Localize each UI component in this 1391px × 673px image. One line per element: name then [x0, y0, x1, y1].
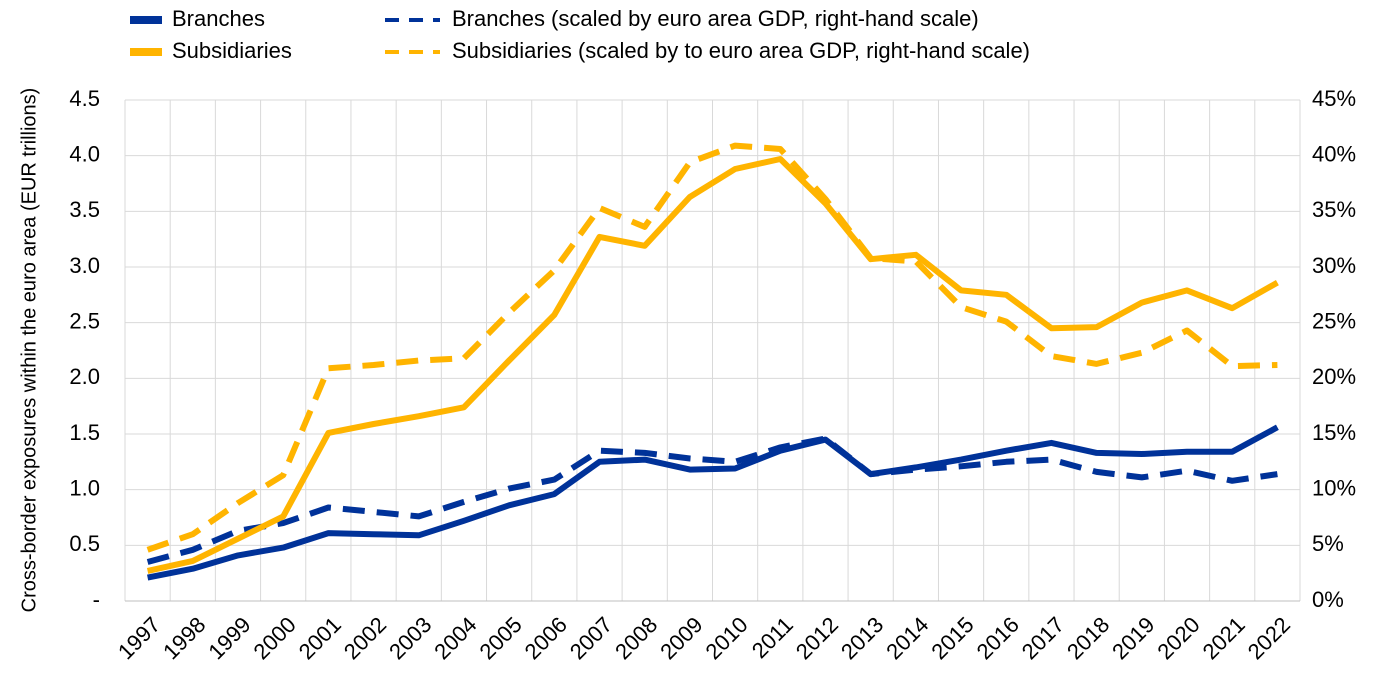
- y2-tick-label: 15%: [1312, 420, 1356, 445]
- x-tick-label: 2010: [700, 612, 752, 664]
- series-line: [146, 142, 1278, 553]
- x-tick-label: 2019: [1107, 612, 1159, 664]
- y2-tick-label: 40%: [1312, 141, 1356, 166]
- x-tick-label: 2009: [655, 612, 707, 664]
- y-tick-label: 2.0: [69, 364, 100, 389]
- x-tick-label: 2003: [384, 612, 436, 664]
- legend-label: Subsidiaries (scaled by to euro area GDP…: [452, 38, 1030, 63]
- legend-label: Branches (scaled by euro area GDP, right…: [452, 6, 979, 31]
- y2-tick-label: 25%: [1312, 308, 1356, 333]
- x-tick-label: 1998: [158, 612, 210, 664]
- y2-tick-label: 20%: [1312, 364, 1356, 389]
- y-tick-label: 0.5: [69, 531, 100, 556]
- y2-tick-label: 35%: [1312, 197, 1356, 222]
- x-tick-label: 2020: [1152, 612, 1204, 664]
- x-tick-label: 2012: [791, 612, 843, 664]
- x-tick-label: 2011: [747, 612, 798, 663]
- y-tick-label: 3.5: [69, 197, 100, 222]
- x-tick-label: 2005: [474, 612, 526, 664]
- x-tick-label: 2015: [926, 612, 978, 664]
- y-tick-label: -: [93, 587, 100, 612]
- y2-tick-label: 30%: [1312, 253, 1356, 278]
- y-tick-label: 2.5: [69, 308, 100, 333]
- series-line: [146, 435, 1278, 565]
- series-line: [146, 156, 1279, 574]
- x-tick-label: 2017: [1017, 612, 1069, 664]
- x-tick-label: 2007: [565, 612, 617, 664]
- y-tick-label: 1.0: [69, 475, 100, 500]
- x-tick-label: 2004: [429, 612, 481, 664]
- x-tick-label: 2000: [249, 612, 301, 664]
- x-tick-label: 1999: [203, 612, 255, 664]
- x-tick-label: 2001: [294, 612, 346, 664]
- y-tick-label: 4.5: [69, 86, 100, 111]
- x-tick-label: 2014: [881, 612, 933, 664]
- legend-label: Branches: [172, 6, 265, 31]
- x-tick-label: 2013: [836, 612, 888, 664]
- y2-tick-label: 45%: [1312, 86, 1356, 111]
- x-tick-label: 2021: [1198, 612, 1250, 664]
- x-tick-label: 2008: [610, 612, 662, 664]
- legend-label: Subsidiaries: [172, 38, 292, 63]
- x-tick-label: 2006: [520, 612, 572, 664]
- x-tick-label: 1997: [113, 612, 165, 664]
- y-tick-label: 3.0: [69, 253, 100, 278]
- y2-tick-label: 0%: [1312, 587, 1344, 612]
- y2-tick-label: 5%: [1312, 531, 1344, 556]
- y-axis-title: Cross-border exposures within the euro a…: [18, 88, 40, 613]
- x-tick-label: 2016: [972, 612, 1024, 664]
- y2-tick-label: 10%: [1312, 475, 1356, 500]
- series-line: [147, 424, 1279, 581]
- x-tick-label: 2022: [1243, 612, 1295, 664]
- x-tick-label: 2002: [339, 612, 391, 664]
- x-tick-label: 2018: [1062, 612, 1114, 664]
- y-tick-label: 1.5: [69, 420, 100, 445]
- y-tick-label: 4.0: [69, 141, 100, 166]
